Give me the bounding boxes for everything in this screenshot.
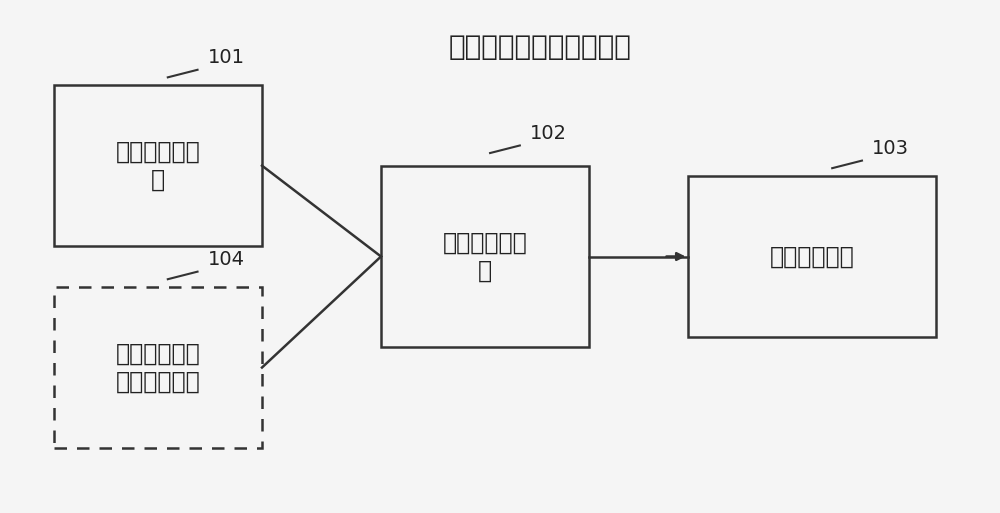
Text: 故障定位模块: 故障定位模块: [770, 245, 855, 268]
Text: 频繁项挖掘模
块: 频繁项挖掘模 块: [116, 140, 200, 191]
Text: 父告警生成模
块: 父告警生成模 块: [443, 231, 528, 282]
Bar: [688, 176, 936, 337]
Text: 104: 104: [207, 250, 244, 269]
Text: 101: 101: [207, 48, 244, 67]
Bar: [54, 287, 262, 448]
Text: 通信网络中故障定位装置: 通信网络中故障定位装置: [448, 33, 631, 61]
Text: 102: 102: [530, 124, 567, 143]
Text: 候选父告警查
询表生成模块: 候选父告警查 询表生成模块: [116, 342, 200, 393]
Bar: [54, 85, 262, 246]
Bar: [381, 166, 589, 347]
Text: 103: 103: [872, 139, 909, 158]
